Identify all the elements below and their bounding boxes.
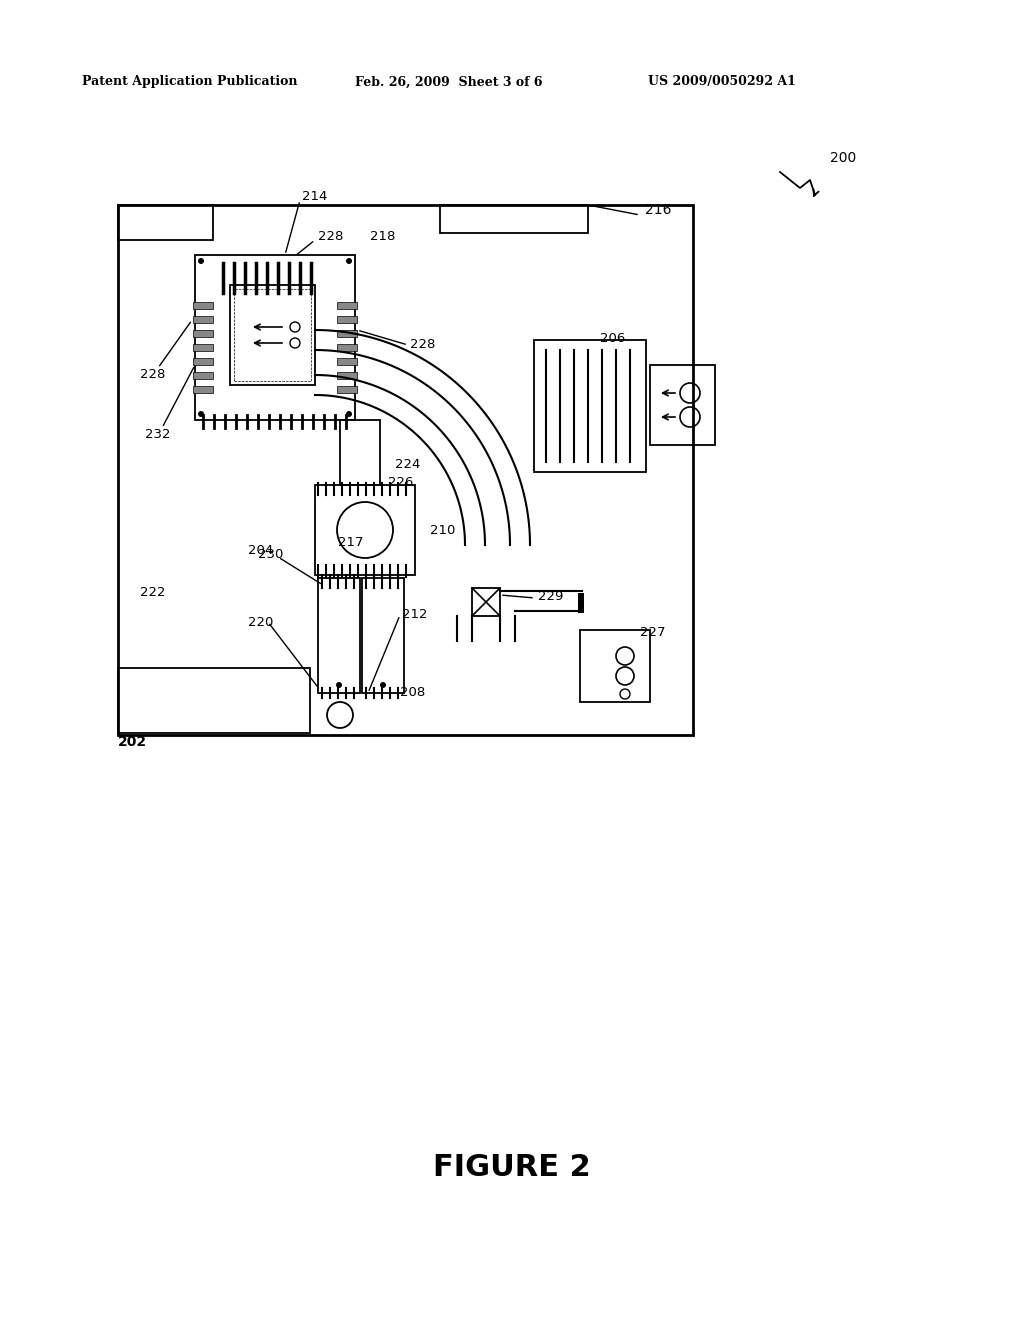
Bar [578,593,584,612]
Bar [337,345,357,351]
Text: 218: 218 [370,230,395,243]
Bar [118,668,310,733]
Bar [195,255,355,420]
Text: FIGURE 2: FIGURE 2 [433,1154,591,1183]
Text: Patent Application Publication: Patent Application Publication [82,75,298,88]
Circle shape [336,682,342,688]
Bar [118,205,213,240]
Circle shape [346,257,352,264]
Bar [337,358,357,366]
Bar [340,420,380,484]
Bar [337,330,357,337]
Bar [193,372,213,379]
Text: 217: 217 [338,536,364,549]
Text: 202: 202 [118,735,147,748]
Circle shape [380,682,386,688]
Bar [230,285,315,385]
Bar [440,205,588,234]
Text: 227: 227 [640,627,666,639]
Bar [234,289,311,381]
Bar [650,366,715,445]
Text: 200: 200 [830,150,856,165]
Text: US 2009/0050292 A1: US 2009/0050292 A1 [648,75,796,88]
Text: 226: 226 [388,477,414,490]
Text: 222: 222 [140,586,166,598]
Text: 220: 220 [248,615,273,628]
Bar [193,358,213,366]
Bar [193,385,213,393]
Bar [580,630,650,702]
Text: 228: 228 [318,231,343,243]
Circle shape [346,411,352,417]
Text: Feb. 26, 2009  Sheet 3 of 6: Feb. 26, 2009 Sheet 3 of 6 [355,75,543,88]
Bar [534,341,646,473]
Circle shape [198,257,204,264]
Text: 229: 229 [538,590,563,603]
Text: 228: 228 [410,338,435,351]
Text: 230: 230 [258,549,284,561]
Bar [193,315,213,323]
Bar [193,345,213,351]
Text: 224: 224 [395,458,421,471]
Bar [193,302,213,309]
Text: 208: 208 [400,686,425,700]
Text: 216: 216 [645,203,672,216]
Bar [193,330,213,337]
Bar [337,372,357,379]
Text: 214: 214 [302,190,328,202]
Bar [337,302,357,309]
Text: 228: 228 [140,367,165,380]
Bar [315,484,415,576]
Text: 210: 210 [430,524,456,536]
Bar [337,385,357,393]
Bar [472,587,500,616]
Bar [318,578,360,693]
Circle shape [198,411,204,417]
Bar [362,578,404,693]
Text: 206: 206 [600,331,626,345]
Bar [118,205,693,735]
Text: 204: 204 [248,544,273,557]
Text: 232: 232 [145,428,171,441]
Bar [337,315,357,323]
Text: 212: 212 [402,609,427,622]
